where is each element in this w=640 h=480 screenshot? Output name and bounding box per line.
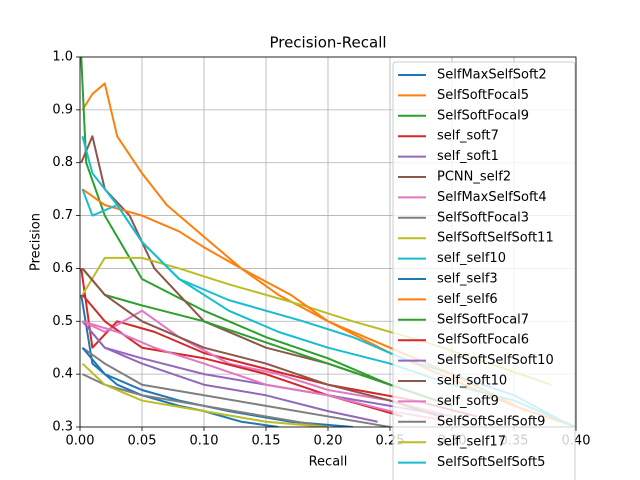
y-tick-label: 0.9 [52, 102, 73, 117]
legend-label: self_self17 [437, 435, 506, 450]
axes-frame [79, 56, 577, 428]
legend-label: self_self6 [437, 292, 498, 307]
legend-label: self_soft9 [437, 394, 499, 409]
y-tick-label: 1.0 [52, 50, 73, 65]
series-line [81, 347, 353, 427]
series-line [82, 373, 329, 427]
legend-label: PCNN_self2 [437, 170, 511, 185]
y-tick-label: 0.3 [52, 420, 73, 435]
legend-label: self_self3 [437, 272, 498, 287]
y-tick-label: 0.6 [52, 261, 73, 276]
series-line [82, 309, 453, 418]
series-line [81, 320, 378, 423]
series-line [81, 267, 453, 407]
legend-box [392, 61, 576, 480]
y-tick-label: 0.7 [52, 208, 73, 223]
legend-label: SelfSoftFocal9 [437, 108, 529, 123]
y-tick-label: 0.8 [52, 155, 73, 170]
legend-label: SelfSoftFocal6 [437, 333, 529, 348]
series-line [80, 294, 279, 427]
x-tick-label: 0.15 [252, 434, 281, 449]
x-axis-label: Recall [309, 455, 348, 470]
series-line [81, 362, 329, 427]
series-line [81, 346, 391, 427]
grid: 0.000.050.100.150.200.250.300.350.400.30… [52, 50, 590, 449]
series-line [82, 320, 453, 423]
x-tick-label: 0.05 [128, 434, 157, 449]
legend: SelfMaxSelfSoft2 SelfSoftFocal5 SelfSoftFo… [392, 61, 576, 480]
legend-label: self_soft7 [437, 129, 499, 144]
legend-label: self_self10 [437, 251, 506, 266]
legend-label: SelfMaxSelfSoft4 [437, 190, 547, 205]
y-axis-label: Precision [29, 213, 44, 271]
chart-title: Precision-Recall [269, 34, 386, 52]
legend-label: SelfSoftSelfSoft9 [437, 414, 545, 429]
legend-label: SelfSoftSelfSoft11 [437, 231, 554, 246]
legend-label: self_soft10 [437, 374, 507, 389]
series-line [81, 267, 440, 418]
x-tick-label: 0.20 [314, 434, 343, 449]
series-line [80, 57, 453, 407]
legend-label: SelfSoftSelfSoft5 [437, 455, 545, 470]
legend-label: SelfSoftSelfSoft10 [437, 353, 554, 368]
legend-label: SelfSoftFocal3 [437, 210, 529, 225]
y-tick-label: 0.5 [52, 314, 73, 329]
legend-label: self_soft1 [437, 149, 499, 164]
legend-label: SelfSoftFocal5 [437, 88, 529, 103]
x-tick-label: 0.10 [190, 434, 219, 449]
legend-label: SelfSoftFocal7 [437, 312, 529, 327]
x-tick-label: 0.00 [66, 434, 95, 449]
y-tick-label: 0.4 [52, 367, 73, 382]
legend-label: SelfMaxSelfSoft2 [437, 68, 547, 83]
series-line [80, 268, 478, 418]
